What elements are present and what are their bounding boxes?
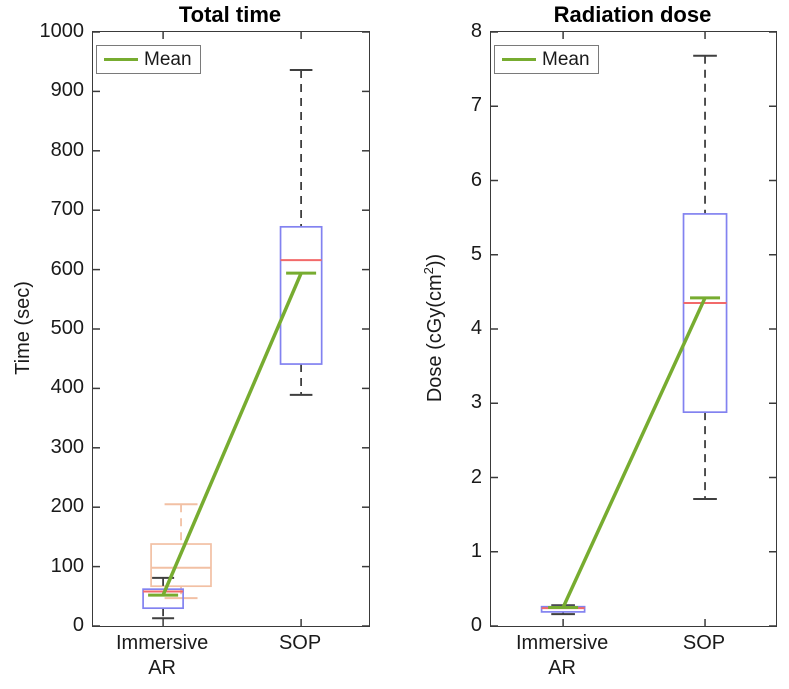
boxplot-canvas	[491, 32, 776, 626]
y-tick-label: 400	[50, 376, 84, 399]
y-tick-label: 800	[50, 138, 84, 161]
y-tick-label: 5	[470, 242, 482, 265]
y-tick-label: 2	[470, 465, 482, 488]
x-tick-label-sop: SOP	[682, 632, 726, 654]
y-tick-label: 900	[50, 79, 84, 102]
iqr-box	[279, 225, 323, 365]
legend-label: Mean	[144, 49, 192, 70]
mean-line-swatch	[104, 58, 138, 61]
y-tick-label: 3	[470, 391, 482, 414]
x-tick-label-immersive-ar: Immersive AR	[515, 632, 609, 679]
y-axis-label-superscript: 2	[421, 267, 437, 275]
plot-title: Radiation dose	[553, 2, 712, 27]
iqr-box	[150, 543, 212, 588]
axes: Mean	[490, 31, 777, 627]
mean-line-swatch	[502, 58, 536, 61]
box-sop	[279, 69, 323, 396]
legend: Mean	[96, 45, 201, 74]
y-tick-label: 100	[50, 554, 84, 577]
y-axis-label: Time (sec)	[9, 281, 35, 375]
axes: Mean	[92, 31, 370, 627]
y-tick-label: 500	[50, 317, 84, 339]
mean-line	[561, 297, 707, 609]
iqr-box	[142, 588, 184, 610]
box-sop	[682, 54, 728, 501]
boxplot-canvas	[93, 32, 369, 626]
y-axis-label-text: Dose (cGy(cm	[423, 274, 446, 403]
y-tick-label: 4	[470, 317, 482, 339]
y-axis-label: Dose (cGy(cm2))	[421, 254, 447, 402]
box-immersive-ar	[142, 576, 184, 620]
y-tick-label: 200	[50, 495, 84, 518]
y-tick-label: 1	[470, 539, 482, 562]
x-tick-label-sop: SOP	[278, 632, 322, 654]
y-tick-label: 0	[470, 614, 482, 636]
y-tick-label: 300	[50, 435, 84, 458]
plot-title: Total time	[178, 2, 282, 27]
legend: Mean	[494, 45, 599, 74]
y-tick-label: 8	[470, 20, 482, 42]
iqr-box	[540, 605, 586, 613]
y-tick-label: 0	[72, 614, 84, 636]
y-axis-label-text: Time (sec)	[11, 281, 34, 375]
x-tick-label-immersive-ar: Immersive AR	[115, 632, 209, 679]
y-axis-label-suffix: ))	[423, 253, 446, 268]
y-tick-label: 700	[50, 198, 84, 221]
y-tick-label: 7	[470, 94, 482, 117]
y-tick-label: 6	[470, 168, 482, 191]
mean-line	[161, 272, 303, 596]
y-tick-label: 1000	[39, 20, 85, 42]
y-tick-label: 600	[50, 257, 84, 280]
legend-label: Mean	[542, 49, 590, 70]
iqr-box	[682, 213, 728, 414]
box-immersive-ar-secondary	[150, 503, 212, 600]
box-immersive-ar	[540, 604, 586, 616]
